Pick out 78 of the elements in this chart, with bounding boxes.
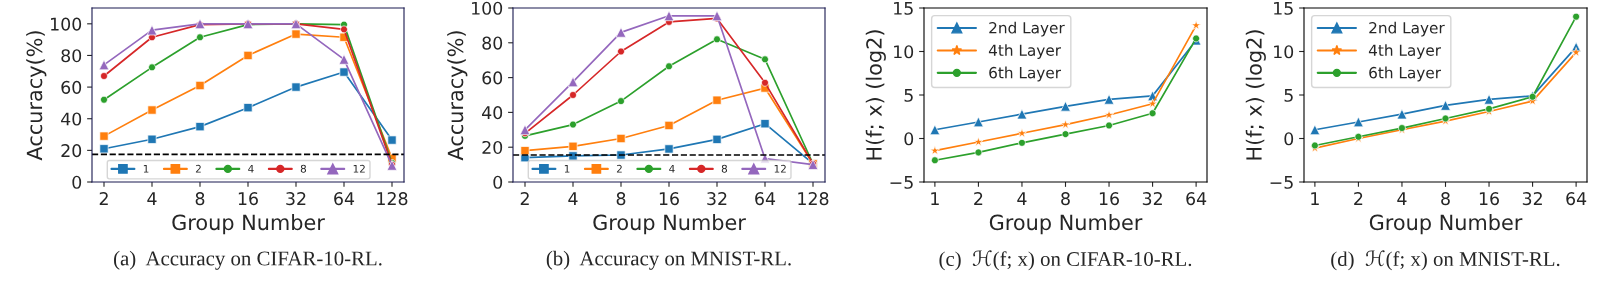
x-tick-label: 16 — [1479, 192, 1499, 206]
x-tick-label: 2 — [1354, 192, 1363, 205]
y-tick-label: 5 — [1284, 88, 1293, 102]
y-tick-label: 60 — [61, 80, 82, 94]
y-tick-label: −5 — [890, 175, 913, 189]
x-tick-label: 1 — [1311, 192, 1319, 205]
legend-label: 1 — [564, 164, 570, 173]
y-tick-label: 5 — [904, 88, 913, 102]
x-tick-label: 32 — [1522, 192, 1542, 206]
text: (b) Accuracy on MNIST-RL. — [546, 250, 791, 270]
x-tick-label: 128 — [798, 192, 829, 206]
legend-label: 2nd Layer — [989, 21, 1065, 37]
legend-label: 6th Layer — [989, 66, 1062, 82]
text: (a) Accuracy on CIFAR-10-RL. — [114, 250, 382, 270]
x-tick-label: 64 — [1186, 192, 1207, 206]
x-tick-label: 4 — [1397, 192, 1407, 205]
y-tick-label: −5 — [1270, 175, 1293, 189]
x-tick-label: 4 — [1017, 192, 1027, 205]
x-tick-label: 64 — [755, 192, 776, 206]
y-tick-label: 0 — [904, 132, 914, 146]
y-axis-title: Accuracy(%) — [447, 31, 468, 161]
x-tick-label: 4 — [147, 192, 157, 205]
legend-label: 4 — [669, 164, 675, 173]
x-tick-label: 16 — [1099, 192, 1119, 206]
y-tick-label: 100 — [51, 17, 82, 31]
y-tick-label: 20 — [61, 144, 82, 158]
legend-label: 1 — [143, 164, 149, 173]
x-tick-label: 8 — [1441, 192, 1450, 206]
x-tick-label: 8 — [616, 192, 626, 206]
x-axis-title: Group Number — [593, 214, 746, 235]
legend-label: 12 — [774, 164, 786, 173]
y-tick-label: 80 — [61, 49, 82, 63]
x-tick-label: 64 — [1566, 192, 1587, 206]
x-tick-label: 16 — [238, 192, 258, 206]
y-tick-label: 0 — [1284, 132, 1294, 146]
x-tick-label: 2 — [99, 192, 108, 205]
x-tick-label: 128 — [377, 192, 408, 206]
y-axis-title: H(f; x) (log2) — [865, 30, 886, 160]
y-tick-label: 100 — [472, 1, 503, 15]
y-axis-title: H(f; x) (log2) — [1245, 30, 1266, 160]
y-tick-label: 15 — [894, 1, 913, 15]
legend-label: 4th Layer — [988, 44, 1062, 59]
legend-label: 2 — [616, 164, 622, 173]
y-tick-label: 10 — [894, 45, 914, 59]
y-tick-label: 40 — [482, 106, 503, 120]
legend-label: 6th Layer — [1369, 66, 1442, 82]
x-axis-title: Group Number — [1369, 214, 1523, 235]
x-tick-label: 32 — [286, 192, 306, 206]
text: (d) ℋ(f; x) on MNIST-RL. — [1331, 250, 1560, 271]
text: (c) ℋ(f; x) on CIFAR-10-RL. — [939, 250, 1192, 271]
x-tick-label: 16 — [659, 192, 679, 206]
x-tick-label: 64 — [334, 192, 355, 206]
legend-label: 2 — [195, 164, 201, 173]
legend-label: 8 — [721, 164, 728, 173]
y-tick-label: 15 — [1274, 1, 1293, 15]
x-tick-label: 4 — [568, 192, 578, 205]
x-tick-label: 32 — [1142, 192, 1162, 206]
y-tick-label: 0 — [72, 175, 82, 189]
legend-label: 12 — [353, 164, 365, 173]
legend-label: 4th Layer — [1368, 44, 1442, 59]
x-tick-label: 8 — [195, 192, 205, 206]
x-tick-label: 2 — [974, 192, 983, 205]
x-tick-label: 1 — [931, 192, 939, 205]
legend-label: 4 — [248, 164, 254, 173]
legend-label: 8 — [300, 164, 307, 173]
x-axis-title: Group Number — [989, 214, 1143, 235]
y-tick-label: 10 — [1274, 45, 1294, 59]
y-tick-label: 0 — [493, 175, 503, 189]
x-axis-title: Group Number — [172, 214, 325, 235]
legend-label: 2nd Layer — [1369, 21, 1445, 37]
y-tick-label: 60 — [482, 71, 503, 85]
y-axis-title: Accuracy(%) — [26, 31, 47, 161]
x-tick-label: 32 — [707, 192, 727, 206]
x-tick-label: 8 — [1061, 192, 1070, 206]
y-tick-label: 40 — [61, 112, 82, 126]
y-tick-label: 80 — [482, 36, 503, 50]
y-tick-label: 20 — [482, 140, 503, 155]
x-tick-label: 2 — [520, 192, 529, 205]
